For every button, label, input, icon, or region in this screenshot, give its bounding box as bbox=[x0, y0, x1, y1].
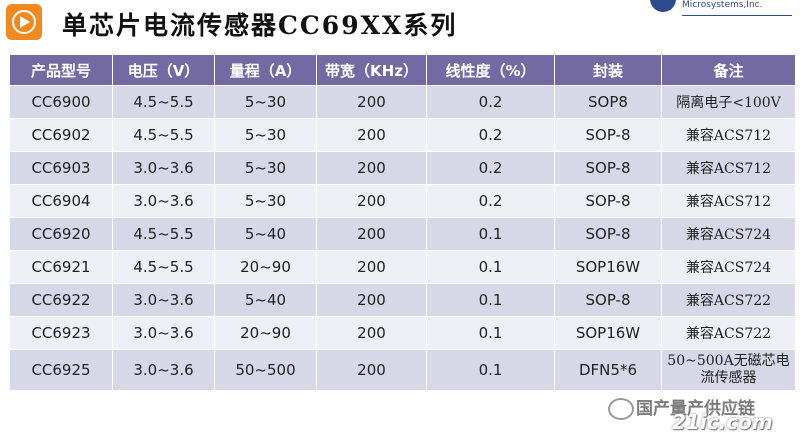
cell-model: CC6921 bbox=[9, 250, 113, 284]
table-row: CC6902 4.5~5.5 5~30 200 0.2 SOP-8 兼容ACS7… bbox=[9, 118, 796, 152]
cell-model: CC6900 bbox=[9, 85, 113, 119]
cell-model: CC6923 bbox=[9, 316, 113, 350]
cell-voltage: 3.0~3.6 bbox=[112, 151, 215, 185]
cell-bandwidth: 200 bbox=[316, 85, 427, 119]
table-row: CC6925 3.0~3.6 50~500 200 0.1 DFN5*6 50~… bbox=[9, 349, 796, 391]
table-row: CC6921 4.5~5.5 20~90 200 0.1 SOP16W 兼容AC… bbox=[9, 250, 796, 284]
cell-range: 50~500 bbox=[214, 349, 317, 391]
header-package: 封装 bbox=[554, 54, 662, 86]
cell-linearity: 0.1 bbox=[426, 217, 555, 251]
cell-model: CC6904 bbox=[9, 184, 113, 218]
cell-package: SOP16W bbox=[554, 316, 662, 350]
cell-range: 5~30 bbox=[214, 118, 317, 152]
cell-package: SOP-8 bbox=[554, 283, 662, 317]
cell-notes: 兼容ACS722 bbox=[661, 316, 796, 350]
company-logo: Microsystems,Inc. bbox=[650, 0, 810, 22]
cell-package: SOP16W bbox=[554, 250, 662, 284]
cell-range: 5~40 bbox=[214, 217, 317, 251]
cell-bandwidth: 200 bbox=[316, 118, 427, 152]
cell-range: 20~90 bbox=[214, 250, 317, 284]
cell-package: DFN5*6 bbox=[554, 349, 662, 391]
cell-linearity: 0.1 bbox=[426, 250, 555, 284]
cell-range: 5~40 bbox=[214, 283, 317, 317]
cell-linearity: 0.1 bbox=[426, 316, 555, 350]
table-row: CC6903 3.0~3.6 5~30 200 0.2 SOP-8 兼容ACS7… bbox=[9, 151, 796, 185]
header-range: 量程（A） bbox=[214, 54, 317, 86]
cell-voltage: 3.0~3.6 bbox=[112, 316, 215, 350]
cell-linearity: 0.1 bbox=[426, 349, 555, 391]
table-row: CC6920 4.5~5.5 5~40 200 0.1 SOP-8 兼容ACS7… bbox=[9, 217, 796, 251]
table-header-row: 产品型号 电压（V） 量程（A） 带宽（KHz） 线性度（%） 封装 备注 bbox=[9, 54, 796, 86]
cell-model: CC6920 bbox=[9, 217, 113, 251]
cell-notes: 兼容ACS724 bbox=[661, 217, 796, 251]
table-row: CC6904 3.0~3.6 5~30 200 0.2 SOP-8 兼容ACS7… bbox=[9, 184, 796, 218]
cell-linearity: 0.1 bbox=[426, 283, 555, 317]
cell-voltage: 4.5~5.5 bbox=[112, 250, 215, 284]
header-model: 产品型号 bbox=[9, 54, 113, 86]
cell-model: CC6925 bbox=[9, 349, 113, 391]
cell-linearity: 0.2 bbox=[426, 184, 555, 218]
cell-notes: 兼容ACS712 bbox=[661, 184, 796, 218]
cell-voltage: 4.5~5.5 bbox=[112, 85, 215, 119]
cell-voltage: 3.0~3.6 bbox=[112, 349, 215, 391]
wechat-icon bbox=[608, 398, 634, 420]
cell-package: SOP-8 bbox=[554, 118, 662, 152]
cell-model: CC6902 bbox=[9, 118, 113, 152]
cell-bandwidth: 200 bbox=[316, 184, 427, 218]
play-icon-ring bbox=[12, 10, 36, 34]
play-icon[interactable] bbox=[6, 4, 42, 40]
cell-voltage: 3.0~3.6 bbox=[112, 184, 215, 218]
watermark: 国产量产供应链 21ic.com bbox=[608, 392, 808, 434]
table-row: CC6922 3.0~3.6 5~40 200 0.1 SOP-8 兼容ACS7… bbox=[9, 283, 796, 317]
cell-voltage: 3.0~3.6 bbox=[112, 283, 215, 317]
table-row: CC6900 4.5~5.5 5~30 200 0.2 SOP8 隔离电子<10… bbox=[9, 85, 796, 119]
cell-notes: 隔离电子<100V bbox=[661, 85, 796, 119]
page-title: 单芯片电流传感器CC69XX系列 bbox=[62, 11, 458, 40]
logo-text: Microsystems,Inc. bbox=[682, 0, 763, 10]
cell-package: SOP8 bbox=[554, 85, 662, 119]
watermark-url: 21ic.com bbox=[672, 410, 773, 434]
cell-linearity: 0.2 bbox=[426, 85, 555, 119]
cell-package: SOP-8 bbox=[554, 184, 662, 218]
cell-bandwidth: 200 bbox=[316, 217, 427, 251]
cell-notes: 兼容ACS724 bbox=[661, 250, 796, 284]
cell-bandwidth: 200 bbox=[316, 151, 427, 185]
play-icon-triangle bbox=[20, 16, 30, 28]
cell-range: 5~30 bbox=[214, 184, 317, 218]
cell-model: CC6903 bbox=[9, 151, 113, 185]
cell-notes: 50~500A无磁芯电流传感器 bbox=[661, 349, 796, 391]
cell-package: SOP-8 bbox=[554, 151, 662, 185]
cell-voltage: 4.5~5.5 bbox=[112, 217, 215, 251]
cell-range: 20~90 bbox=[214, 316, 317, 350]
cell-notes: 兼容ACS722 bbox=[661, 283, 796, 317]
header-voltage: 电压（V） bbox=[112, 54, 215, 86]
watermark-text: 国产量产供应链 bbox=[636, 399, 755, 419]
cell-voltage: 4.5~5.5 bbox=[112, 118, 215, 152]
cell-bandwidth: 200 bbox=[316, 250, 427, 284]
table-row: CC6923 3.0~3.6 20~90 200 0.1 SOP16W 兼容AC… bbox=[9, 316, 796, 350]
cell-linearity: 0.2 bbox=[426, 151, 555, 185]
logo-mark-icon bbox=[650, 0, 676, 12]
cell-bandwidth: 200 bbox=[316, 283, 427, 317]
cell-model: CC6922 bbox=[9, 283, 113, 317]
cell-bandwidth: 200 bbox=[316, 349, 427, 391]
header: 单芯片电流传感器CC69XX系列 Microsystems,Inc. bbox=[0, 0, 810, 48]
spec-table: 产品型号 电压（V） 量程（A） 带宽（KHz） 线性度（%） 封装 备注 CC… bbox=[9, 54, 796, 391]
cell-notes: 兼容ACS712 bbox=[661, 118, 796, 152]
logo-underline bbox=[682, 15, 792, 16]
cell-notes: 兼容ACS712 bbox=[661, 151, 796, 185]
cell-linearity: 0.2 bbox=[426, 118, 555, 152]
header-bandwidth: 带宽（KHz） bbox=[316, 54, 427, 86]
cell-range: 5~30 bbox=[214, 151, 317, 185]
header-linearity: 线性度（%） bbox=[426, 54, 555, 86]
header-notes: 备注 bbox=[661, 54, 796, 86]
cell-bandwidth: 200 bbox=[316, 316, 427, 350]
cell-range: 5~30 bbox=[214, 85, 317, 119]
cell-package: SOP-8 bbox=[554, 217, 662, 251]
